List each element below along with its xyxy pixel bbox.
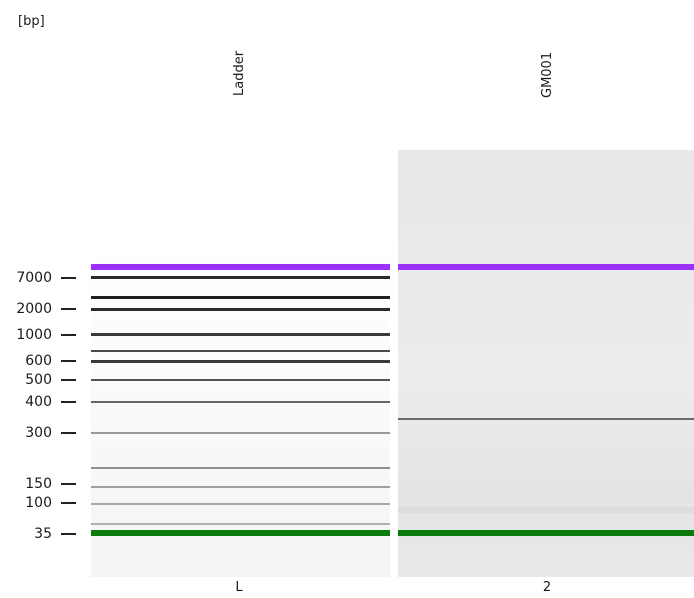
size-marker-tick [61,360,76,362]
lane-title-sample: GM001 [540,51,555,98]
sample-lane[interactable] [398,150,694,577]
size-marker-label: 35 [34,526,52,542]
size-marker-label: 500 [25,372,52,388]
ladder-band [91,276,390,279]
ladder-band [91,350,390,352]
size-marker-label: 400 [25,394,52,410]
size-marker-label: 100 [25,495,52,511]
ladder-band [91,523,390,525]
ladder-band [91,432,390,434]
ladder-lane[interactable] [91,150,390,577]
ladder-upper-marker-band [91,264,390,270]
sample-lower-marker-band [398,530,694,536]
size-marker-label: 150 [25,476,52,492]
ladder-band [91,401,390,403]
sample-band-faint [398,507,694,513]
lane-title-ladder: Ladder [232,50,247,96]
size-marker-tick [61,379,76,381]
ladder-band [91,360,390,363]
ladder-band [91,467,390,469]
sample-band [398,418,694,420]
size-marker-label: 300 [25,425,52,441]
size-unit-label: [bp] [18,14,45,29]
sample-upper-marker-band [398,264,694,270]
size-marker-label: 1000 [16,327,52,343]
ladder-band [91,296,390,299]
size-marker-label: 600 [25,353,52,369]
size-marker-tick [61,277,76,279]
ladder-lower-marker-band [91,530,390,536]
size-marker-tick [61,502,76,504]
ladder-band [91,333,390,336]
size-marker-tick [61,334,76,336]
ladder-band [91,503,390,505]
size-marker-label: 2000 [16,301,52,317]
size-marker-label: 7000 [16,270,52,286]
size-marker-tick [61,533,76,535]
size-marker-tick [61,483,76,485]
size-marker-tick [61,308,76,310]
ladder-band [91,308,390,311]
ladder-band [91,379,390,381]
lane-number-sample: 2 [542,580,552,595]
lane-number-ladder: L [235,580,243,595]
ladder-band [91,486,390,488]
size-marker-tick [61,401,76,403]
size-marker-tick [61,432,76,434]
